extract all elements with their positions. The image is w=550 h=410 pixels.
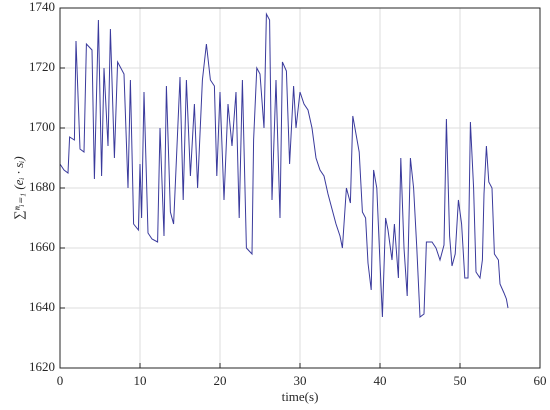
y-tick-label: 1720 bbox=[29, 59, 55, 74]
y-tick-label: 1640 bbox=[29, 299, 55, 314]
y-tick-label: 1740 bbox=[29, 0, 55, 14]
x-tick-label: 10 bbox=[134, 373, 147, 388]
x-tick-label: 50 bbox=[454, 373, 467, 388]
x-tick-label: 0 bbox=[57, 373, 64, 388]
x-tick-label: 60 bbox=[534, 373, 547, 388]
data-line bbox=[59, 12, 509, 318]
y-tick-label: 1660 bbox=[29, 239, 55, 254]
x-tick-label: 20 bbox=[214, 373, 227, 388]
x-tick-label: 30 bbox=[294, 373, 307, 388]
y-tick-label: 1700 bbox=[29, 119, 55, 134]
y-tick-label: 1680 bbox=[29, 179, 55, 194]
x-tick-label: 40 bbox=[374, 373, 387, 388]
y-tick-label: 1620 bbox=[29, 359, 55, 374]
x-axis-label: time(s) bbox=[282, 389, 319, 404]
y-axis-label: ∑ⁿᵢ₌₁ (eᵢ · sᵢ) bbox=[11, 156, 26, 219]
plot bbox=[59, 12, 509, 318]
